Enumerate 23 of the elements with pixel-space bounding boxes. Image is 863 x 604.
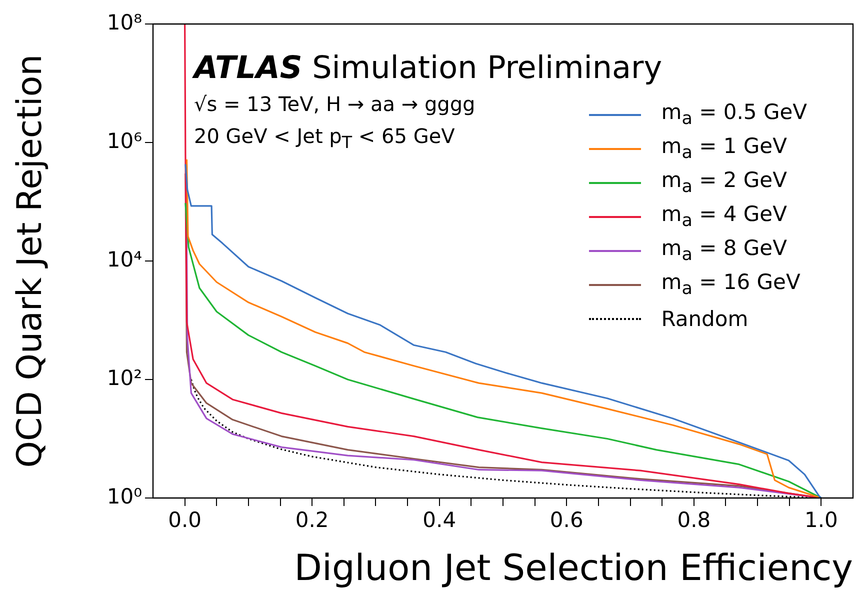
x-tick-label: 0.6: [550, 508, 584, 532]
y-tick-label: 10⁶: [106, 128, 142, 153]
legend-label: m$_{a}$ = 2 GeV: [661, 168, 787, 198]
legend-label: m$_{a}$ = 4 GeV: [661, 202, 787, 232]
y-tick-label: 10⁰: [106, 484, 142, 508]
x-tick-label: 0.0: [168, 508, 202, 532]
legend-label: m$_{a}$ = 0.5 GeV: [661, 100, 807, 130]
y-tick-label: 10⁴: [106, 247, 142, 272]
y-tick-label: 10²: [106, 366, 142, 390]
x-axis-title: Digluon Jet Selection Efficiency: [294, 548, 853, 589]
y-axis-title: QCD Quark Jet Rejection: [10, 54, 50, 468]
annotation: √s = 13 TeV, H → aa → gggg: [194, 91, 476, 118]
x-tick-label: 0.2: [295, 508, 329, 532]
x-tick-label: 0.8: [677, 508, 711, 532]
x-tick-label: 1.0: [804, 508, 838, 532]
annotation: ATLAS Simulation Preliminary: [194, 50, 662, 86]
legend-label: Random: [661, 307, 748, 331]
y-tick-label: 10⁸: [106, 10, 142, 34]
legend-label: m$_{a}$ = 16 GeV: [661, 270, 800, 300]
annotation: 20 GeV < Jet p$_{T}$ < 65 GeV: [194, 123, 456, 154]
legend-label: m$_{a}$ = 1 GeV: [661, 134, 787, 164]
legend-label: m$_{a}$ = 8 GeV: [661, 236, 787, 266]
x-tick-label: 0.4: [422, 508, 456, 532]
